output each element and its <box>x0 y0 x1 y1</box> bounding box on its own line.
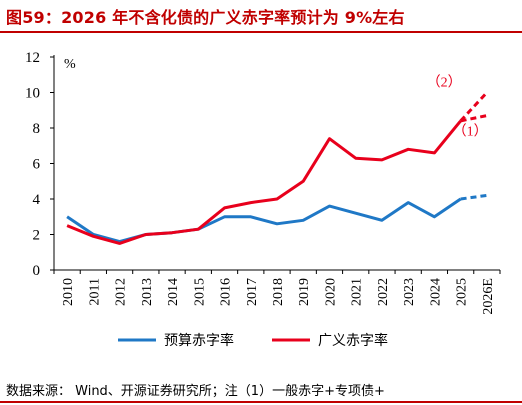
x-tick-label: 2016 <box>219 278 234 306</box>
y-tick-label: 6 <box>33 157 41 173</box>
y-tick-label: 4 <box>33 192 41 208</box>
y-tick-label: 8 <box>33 121 41 137</box>
source-note: 数据来源： Wind、开源证券研究所；注（1）一般赤字+专项债+ <box>6 384 385 399</box>
x-tick-label: 2024 <box>428 278 443 306</box>
x-tick-label: 2018 <box>271 278 286 306</box>
legend-budget-label: 预算赤字率 <box>164 332 234 349</box>
projection-label-2: （2） <box>427 75 462 91</box>
projection-label-1: （1） <box>453 124 488 140</box>
x-tick-label: 2022 <box>376 278 391 306</box>
broad-deficit-projection-2 <box>459 91 489 122</box>
x-tick-label: 2013 <box>140 278 155 306</box>
legend-broad-label: 广义赤字率 <box>318 332 388 349</box>
y-tick-label: 12 <box>25 50 40 66</box>
x-tick-label: 2026E <box>481 278 496 315</box>
x-tick-label: 2010 <box>61 278 76 306</box>
figure-title: 图59：2026 年不含化债的广义赤字率预计为 9%左右 <box>6 8 405 27</box>
x-tick-label: 2011 <box>87 278 102 305</box>
budget-deficit-projection <box>460 193 488 201</box>
x-tick-label: 2021 <box>350 278 365 306</box>
x-tick-label: 2019 <box>297 278 312 306</box>
y-tick-label: 0 <box>33 263 41 279</box>
x-tick-label: 2015 <box>192 278 207 306</box>
broad-deficit-line <box>66 119 462 245</box>
x-tick-label: 2012 <box>114 278 129 306</box>
budget-deficit-line <box>66 197 462 244</box>
x-tick-label: 2020 <box>323 278 338 306</box>
title-rule <box>0 31 522 33</box>
y-tick-label: 10 <box>25 86 40 102</box>
y-tick-label: 2 <box>33 228 41 244</box>
x-tick-label: 2014 <box>166 278 181 306</box>
x-tick-label: 2023 <box>402 278 417 306</box>
broad-deficit-projection-1 <box>460 114 488 123</box>
x-tick-label: 2017 <box>245 278 260 306</box>
line-chart: 0 2 4 6 8 10 12 % 2010 2011 2012 2013 2014 2015 2016 20… <box>25 50 501 349</box>
bottom-rule <box>0 401 522 403</box>
y-unit-label: % <box>64 57 76 72</box>
x-tick-label: 2025 <box>455 278 470 306</box>
